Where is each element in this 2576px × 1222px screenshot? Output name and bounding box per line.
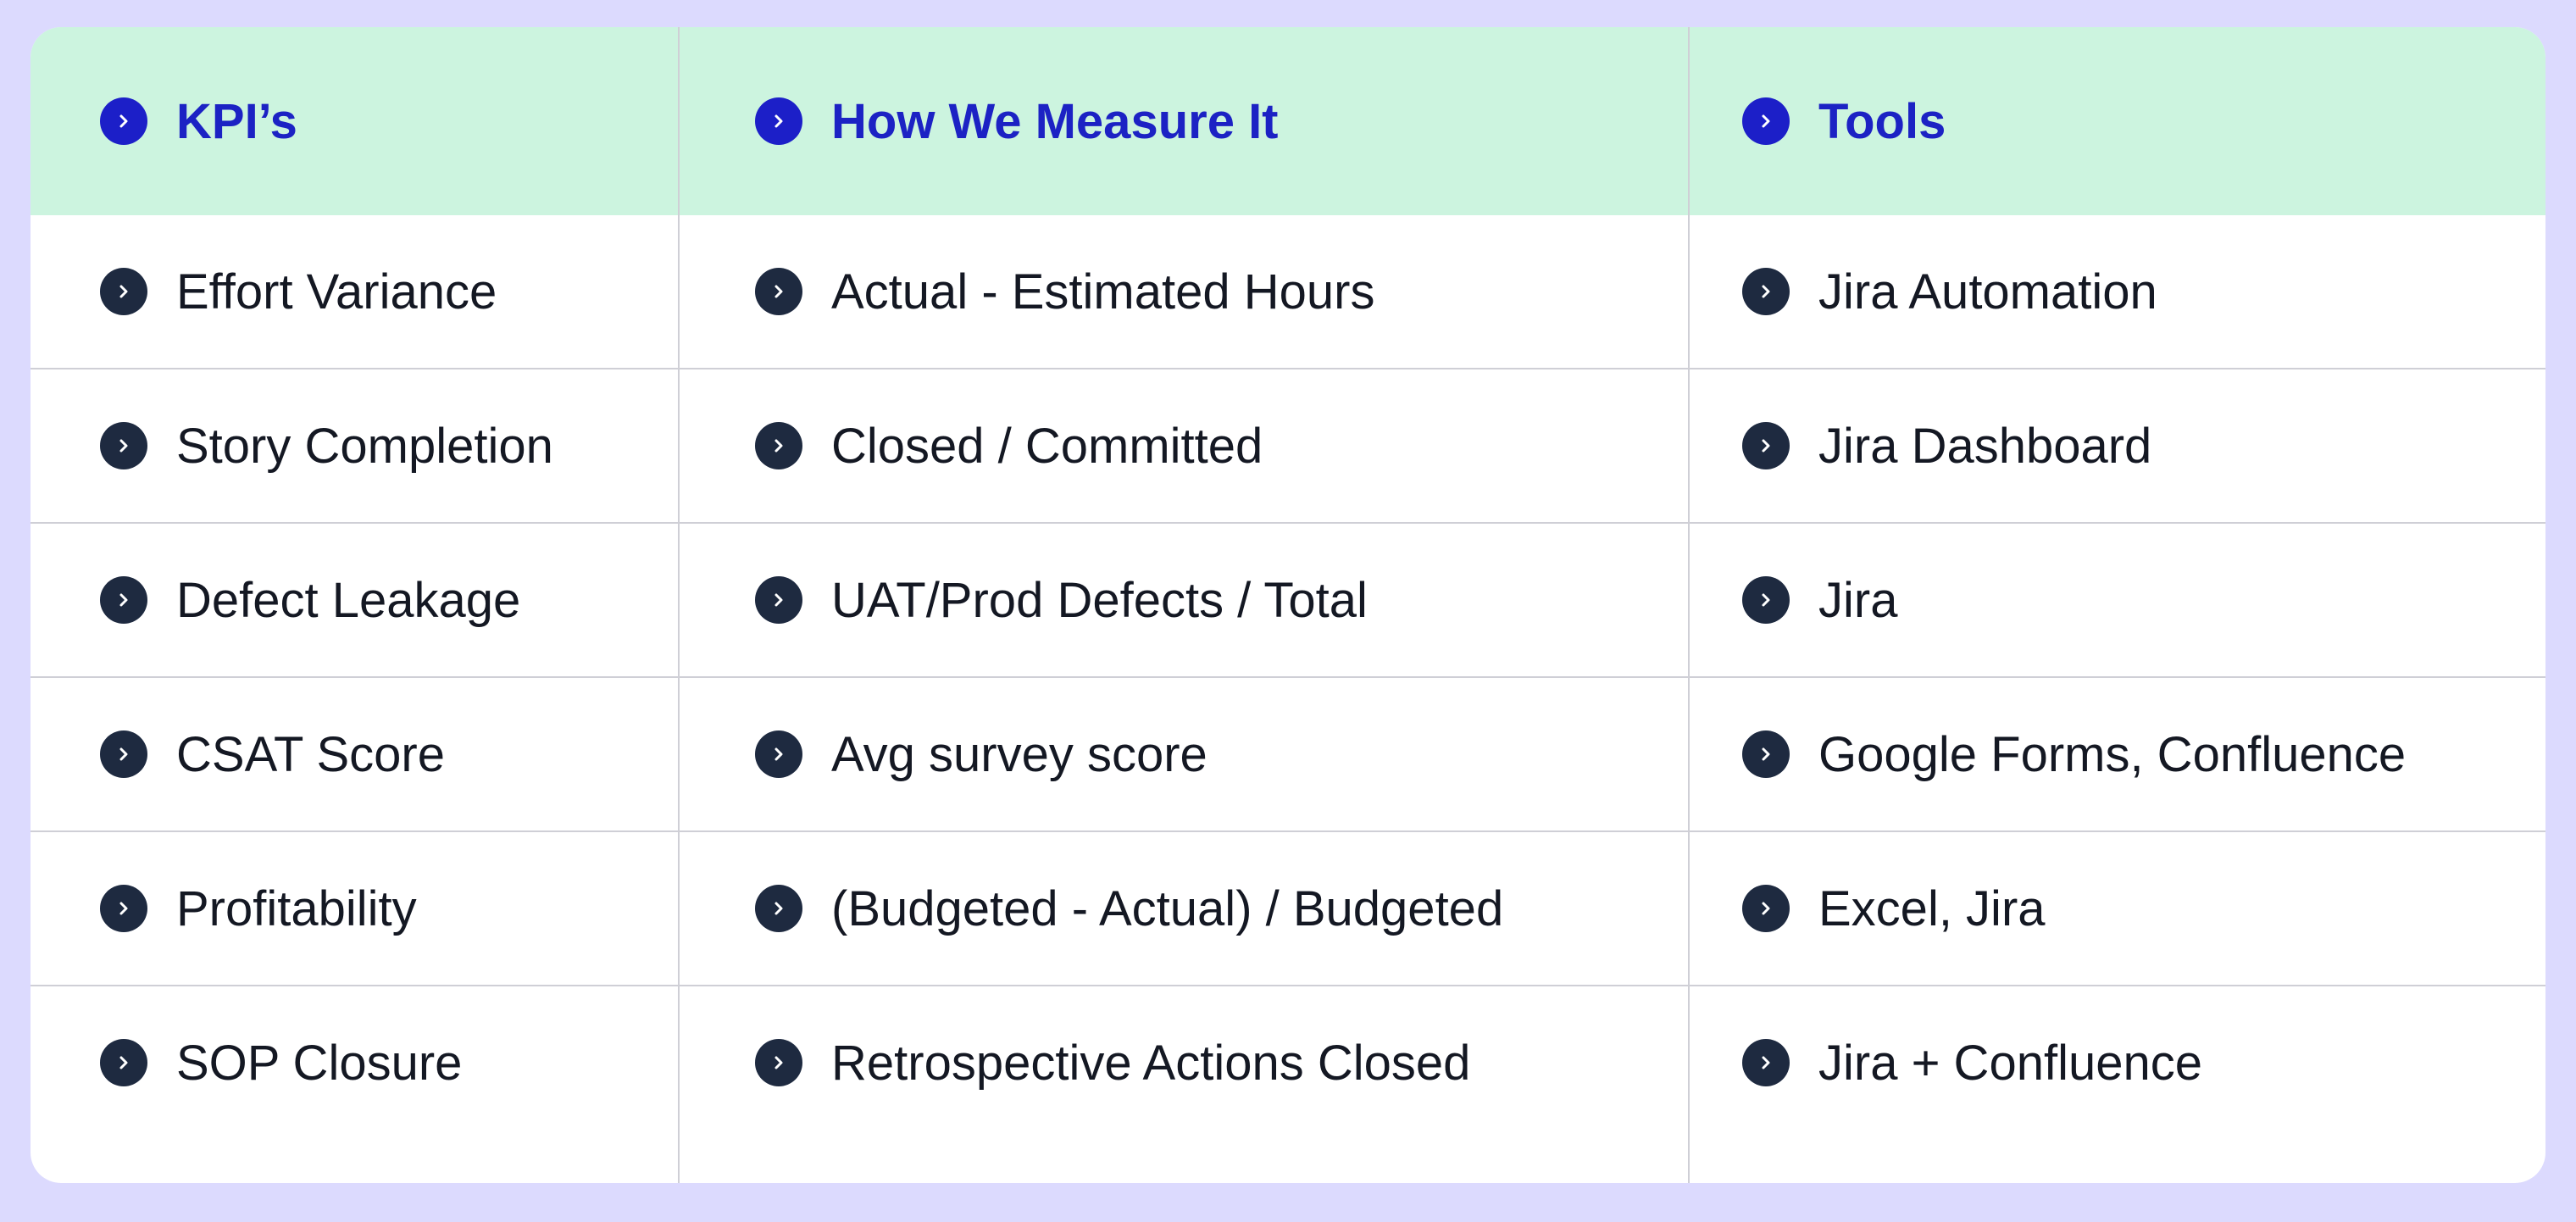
chevron-right-circle-icon [100,885,147,932]
chevron-right-circle-icon [755,97,802,145]
cell-text: CSAT Score [176,726,445,782]
kpi-table-card: KPI’s How We Measure It Tools [31,27,2545,1183]
table-cell-measure: Retrospective Actions Closed [678,985,1689,1183]
chevron-right-circle-icon [1742,422,1790,469]
chevron-right-circle-icon [100,268,147,315]
table-row: Effort Variance Actual - Estimated Hours… [31,215,2545,369]
table-row: SOP Closure Retrospective Actions Closed… [31,985,2545,1183]
header-label: How We Measure It [831,93,1279,149]
header-how-we-measure-it: How We Measure It [678,27,1689,215]
cell-text: Jira Dashboard [1818,418,2152,474]
table-cell-tools: Jira Dashboard [1688,368,2545,523]
table-cell-kpi: Effort Variance [31,215,679,369]
table-cell-kpi: SOP Closure [31,985,679,1183]
cell-text: Closed / Committed [831,418,1263,474]
cell-text: (Budgeted - Actual) / Budgeted [831,880,1504,936]
table-cell-kpi: Defect Leakage [31,522,679,677]
chevron-right-circle-icon [1742,730,1790,778]
chevron-right-circle-icon [1742,1039,1790,1086]
table-row: Defect Leakage UAT/Prod Defects / Total … [31,522,2545,677]
table-row: CSAT Score Avg survey score Google Forms… [31,676,2545,831]
table-cell-measure: Avg survey score [678,676,1689,831]
table-cell-measure: Actual - Estimated Hours [678,215,1689,369]
table-cell-kpi: CSAT Score [31,676,679,831]
chevron-right-circle-icon [1742,885,1790,932]
cell-text: Google Forms, Confluence [1818,726,2407,782]
cell-text: UAT/Prod Defects / Total [831,572,1368,628]
table-cell-kpi: Profitability [31,830,679,986]
cell-text: Jira + Confluence [1818,1035,2202,1091]
header-label: KPI’s [176,93,297,149]
table-row: Profitability (Budgeted - Actual) / Budg… [31,830,2545,986]
chevron-right-circle-icon [1742,268,1790,315]
table-cell-tools: Google Forms, Confluence [1688,676,2545,831]
cell-text: Excel, Jira [1818,880,2046,936]
table-row: Story Completion Closed / Committed Jira… [31,368,2545,523]
header-tools: Tools [1688,27,2545,215]
table-cell-measure: Closed / Committed [678,368,1689,523]
chevron-right-circle-icon [100,730,147,778]
table-cell-tools: Jira + Confluence [1688,985,2545,1183]
cell-text: Profitability [176,880,417,936]
header-label: Tools [1818,93,1946,149]
chevron-right-circle-icon [100,576,147,624]
table-cell-kpi: Story Completion [31,368,679,523]
table-cell-tools: Jira Automation [1688,215,2545,369]
cell-text: Retrospective Actions Closed [831,1035,1471,1091]
chevron-right-circle-icon [755,1039,802,1086]
chevron-right-circle-icon [100,1039,147,1086]
cell-text: Actual - Estimated Hours [831,264,1375,319]
chevron-right-circle-icon [755,576,802,624]
chevron-right-circle-icon [755,730,802,778]
table-cell-measure: UAT/Prod Defects / Total [678,522,1689,677]
chevron-right-circle-icon [1742,576,1790,624]
cell-text: Story Completion [176,418,553,474]
table-header-row: KPI’s How We Measure It Tools [31,27,2545,215]
chevron-right-circle-icon [100,422,147,469]
cell-text: SOP Closure [176,1035,463,1091]
cell-text: Effort Variance [176,264,497,319]
cell-text: Jira Automation [1818,264,2157,319]
chevron-right-circle-icon [755,885,802,932]
chevron-right-circle-icon [100,97,147,145]
table-cell-tools: Excel, Jira [1688,830,2545,986]
table-cell-measure: (Budgeted - Actual) / Budgeted [678,830,1689,986]
chevron-right-circle-icon [1742,97,1790,145]
chevron-right-circle-icon [755,268,802,315]
cell-text: Avg survey score [831,726,1208,782]
cell-text: Defect Leakage [176,572,521,628]
header-kpis: KPI’s [31,27,679,215]
table-cell-tools: Jira [1688,522,2545,677]
cell-text: Jira [1818,572,1898,628]
chevron-right-circle-icon [755,422,802,469]
kpi-table: KPI’s How We Measure It Tools [31,27,2545,1183]
